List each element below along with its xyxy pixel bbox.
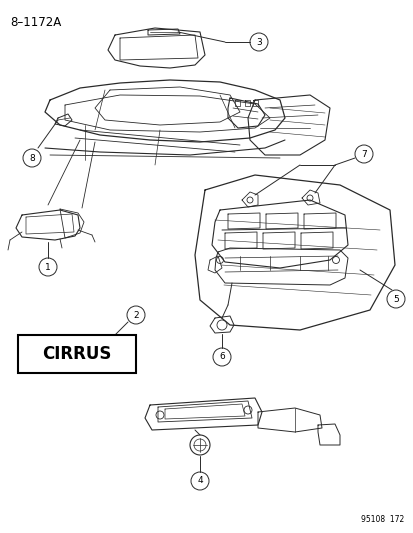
Text: 2: 2 (133, 311, 138, 319)
Text: 5: 5 (392, 295, 398, 303)
Text: CIRRUS: CIRRUS (42, 345, 112, 363)
Text: 3: 3 (256, 37, 261, 46)
Text: 7: 7 (360, 149, 366, 158)
Text: 1: 1 (45, 262, 51, 271)
Text: 4: 4 (197, 477, 202, 486)
Text: 8–1172A: 8–1172A (10, 16, 61, 29)
Text: 95108  172: 95108 172 (360, 515, 403, 524)
Text: 6: 6 (218, 352, 224, 361)
Text: 8: 8 (29, 154, 35, 163)
Bar (18, 335, 136, 373)
